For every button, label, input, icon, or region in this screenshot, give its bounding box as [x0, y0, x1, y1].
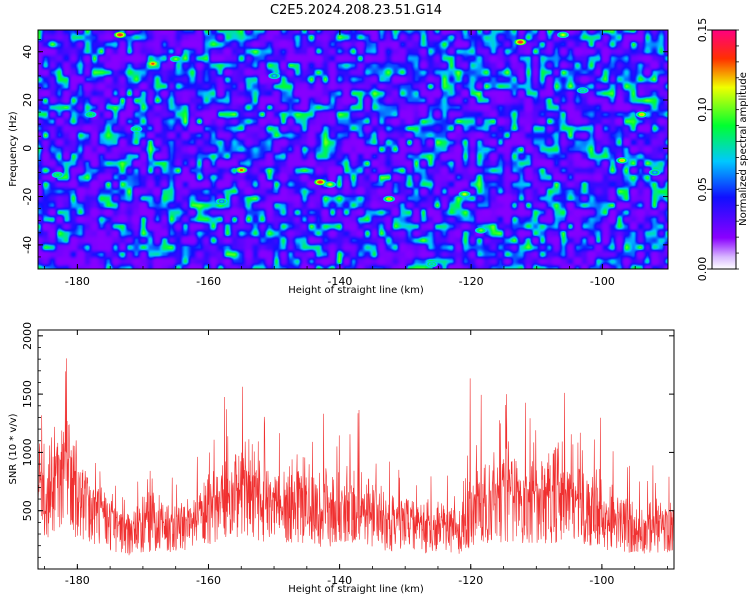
snr-y-tick-label: 500 [21, 500, 34, 521]
hotspot-14 [130, 125, 143, 133]
colorbar-tick-label: 0.00 [696, 257, 709, 282]
colorbar: 0.00 0.05 0.10 0.15 Normalized spectral amp… [696, 18, 749, 282]
hotspot-17 [215, 198, 228, 205]
snr-frame [37, 329, 675, 570]
snr-x-tick-label: -160 [196, 574, 221, 587]
snr-x-tick-label: -140 [327, 574, 352, 587]
hotspot-2 [514, 38, 527, 46]
snr-x-tick-label: -120 [458, 574, 483, 587]
spectrogram-heatmap-image [38, 30, 668, 269]
spectrogram-x-tick-label: -120 [459, 275, 484, 288]
colorbar-tick-label: 0.15 [696, 18, 709, 43]
colorbar-axis: 0.00 0.05 0.10 0.15 [696, 18, 739, 282]
colorbar-tick-label: 0.05 [696, 177, 709, 202]
spectrogram-x-tick-label: -160 [196, 275, 221, 288]
spectrogram-panel: -180 -160 -140 -120 -100 -40 -20 0 20 40 Height o… [8, 29, 669, 296]
spectrogram-x-tick-label: -100 [590, 275, 615, 288]
hotspot-16 [51, 171, 64, 179]
hotspot-1 [114, 31, 127, 39]
spectrogram-y-axis-title: Frequency (Hz) [8, 111, 19, 187]
hotspot-20 [576, 87, 589, 94]
snr-x-axis-title: Height of straight line (km) [288, 584, 424, 595]
colorbar-tick-label: 0.10 [696, 97, 709, 122]
hotspot-11 [635, 111, 648, 118]
snr-y-tick-label: 2000 [21, 322, 34, 350]
spectrogram-axes: -180 -160 -140 -120 -100 -40 -20 0 20 40 [21, 30, 669, 288]
hotspot-15 [84, 111, 97, 118]
snr-y-axis-title: SNR (10 * v/v) [8, 413, 19, 484]
hotspot-8 [383, 195, 396, 203]
hotspot-18 [268, 72, 281, 80]
hotspot-19 [425, 260, 438, 268]
snr-series-line [38, 358, 674, 556]
snr-panel: -180 -160 -140 -120 -100 500 1000 1500 2000 Heig… [8, 322, 675, 595]
hotspot-4 [169, 55, 182, 63]
colorbar-gradient [711, 29, 737, 270]
spectrogram-y-tick-label: -20 [21, 188, 34, 206]
spectrogram-y-tick-label: 0 [21, 145, 34, 152]
spectrogram-x-axis-title: Height of straight line (km) [288, 285, 424, 296]
hotspot-9 [458, 190, 471, 198]
hotspot-7 [324, 181, 337, 188]
hotspot-5 [235, 166, 248, 174]
spectrogram-y-tick-label: -40 [21, 236, 34, 254]
snr-x-tick-label: -180 [65, 574, 90, 587]
spectrogram-hotspots [51, 31, 661, 268]
spectrogram-y-tick-label: 40 [21, 45, 34, 59]
hotspot-10 [474, 227, 487, 234]
snr-y-tick-label: 1500 [21, 380, 34, 408]
figure-title: C2E5.2024.208.23.51.G14 [270, 3, 442, 18]
spectrogram-frame [37, 29, 669, 270]
snr-axes: -180 -160 -140 -120 -100 500 1000 1500 2000 [21, 322, 674, 587]
snr-x-tick-label: -100 [589, 574, 614, 587]
hotspot-3 [146, 60, 159, 67]
hotspot-12 [616, 157, 629, 164]
spectrogram-x-tick-label: -180 [65, 275, 90, 288]
snr-y-tick-label: 1000 [21, 438, 34, 466]
spectrogram-y-tick-label: 20 [21, 93, 34, 107]
hotspot-13 [557, 31, 569, 39]
hotspot-21 [648, 169, 661, 176]
hotspot-6 [314, 178, 327, 186]
colorbar-label: Normalized spectral amplitude [738, 72, 749, 226]
spectrogram-x-tick-label: -140 [327, 275, 352, 288]
